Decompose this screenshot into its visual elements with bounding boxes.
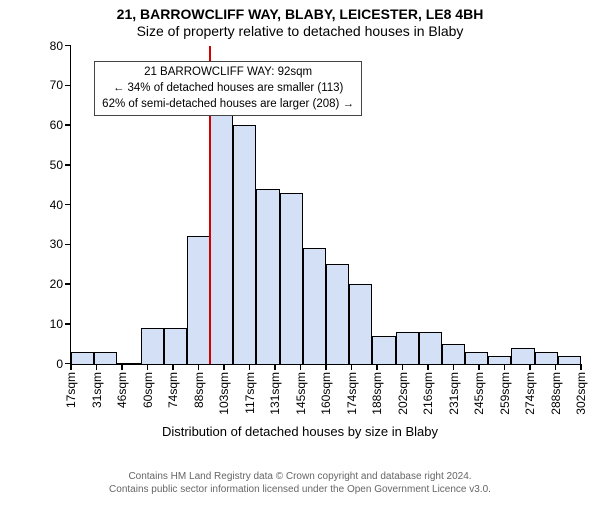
y-tick-label: 70 [50,78,63,92]
x-tick-label: 245sqm [472,372,486,415]
x-tick-label: 160sqm [319,372,333,415]
x-tick-label: 202sqm [396,372,410,415]
footer-line2: Contains public sector information licen… [0,484,600,497]
annotation-line: 62% of semi-detached houses are larger (… [102,97,354,113]
histogram-bar [210,113,233,363]
y-tick-label: 30 [50,237,63,251]
x-tick [96,364,98,370]
x-tick [504,364,506,370]
histogram-bar [164,328,187,364]
x-tick-label: 117sqm [243,372,257,414]
x-tick [529,364,531,370]
x-tick-label: 60sqm [141,372,155,408]
histogram-bar [511,348,534,364]
x-tick [351,364,353,370]
x-tick-label: 131sqm [268,372,282,415]
y-tick-label: 20 [50,277,63,291]
x-tick-label: 31sqm [90,372,104,408]
y-tick [65,85,71,87]
histogram-bar [326,264,349,363]
x-tick [147,364,149,370]
y-tick-label: 50 [50,158,63,172]
histogram-bar [465,352,488,364]
y-tick [65,323,71,325]
x-tick-label: 274sqm [523,372,537,415]
y-tick [65,124,71,126]
histogram-bar [303,248,326,363]
x-tick [376,364,378,370]
y-tick-label: 10 [50,317,63,331]
x-axis-label: Distribution of detached houses by size … [0,424,600,439]
y-tick [65,204,71,206]
x-tick [478,364,480,370]
x-tick-label: 259sqm [498,372,512,415]
x-tick [70,364,72,370]
x-tick-label: 46sqm [115,372,129,408]
x-tick [172,364,174,370]
x-tick-label: 288sqm [549,372,563,415]
histogram-bar [256,189,279,364]
chart-title-line2: Size of property relative to detached ho… [0,23,600,40]
x-tick-label: 174sqm [345,372,359,415]
histogram-bar [442,344,465,364]
x-tick [121,364,123,370]
histogram-bar [372,336,395,364]
x-tick-label: 216sqm [421,372,435,415]
histogram-bar [419,332,442,364]
x-tick-label: 302sqm [574,372,588,415]
annotation-line: 21 BARROWCLIFF WAY: 92sqm [102,65,354,81]
x-tick-label: 74sqm [166,372,180,408]
x-tick-label: 17sqm [64,372,78,408]
y-tick-label: 60 [50,118,63,132]
x-tick-label: 231sqm [447,372,461,415]
annotation-box: 21 BARROWCLIFF WAY: 92sqm← 34% of detach… [94,61,362,116]
histogram-bar [349,284,372,364]
x-tick-label: 88sqm [192,372,206,408]
y-tick [65,283,71,285]
histogram-bar [280,193,303,364]
chart-title-line1: 21, BARROWCLIFF WAY, BLABY, LEICESTER, L… [0,6,600,23]
x-tick [198,364,200,370]
x-tick [300,364,302,370]
annotation-line: ← 34% of detached houses are smaller (11… [102,81,354,97]
y-tick-label: 40 [50,198,63,212]
y-tick [65,164,71,166]
plot-area: 0102030405060708017sqm31sqm46sqm60sqm74s… [70,46,581,365]
x-tick [223,364,225,370]
histogram-bar [187,236,210,363]
chart-wrap: Number of detached properties 0102030405… [10,46,590,422]
histogram-bar [71,352,94,364]
histogram-bar [488,356,511,364]
x-tick [325,364,327,370]
x-tick [427,364,429,370]
x-tick [580,364,582,370]
histogram-bar [535,352,558,364]
x-tick-label: 145sqm [294,372,308,415]
histogram-bar [94,352,117,364]
x-tick [453,364,455,370]
y-tick [65,45,71,47]
histogram-bar [558,356,581,364]
histogram-bar [141,328,164,364]
histogram-bar [396,332,419,364]
footer: Contains HM Land Registry data © Crown c… [0,471,600,496]
x-tick [249,364,251,370]
y-tick-label: 0 [56,357,63,371]
histogram-bar [233,125,256,364]
x-tick-label: 188sqm [370,372,384,415]
y-tick-label: 80 [50,39,63,53]
x-tick [555,364,557,370]
x-tick-label: 103sqm [217,372,231,415]
footer-line1: Contains HM Land Registry data © Crown c… [0,471,600,484]
x-tick [274,364,276,370]
x-tick [402,364,404,370]
y-tick [65,244,71,246]
